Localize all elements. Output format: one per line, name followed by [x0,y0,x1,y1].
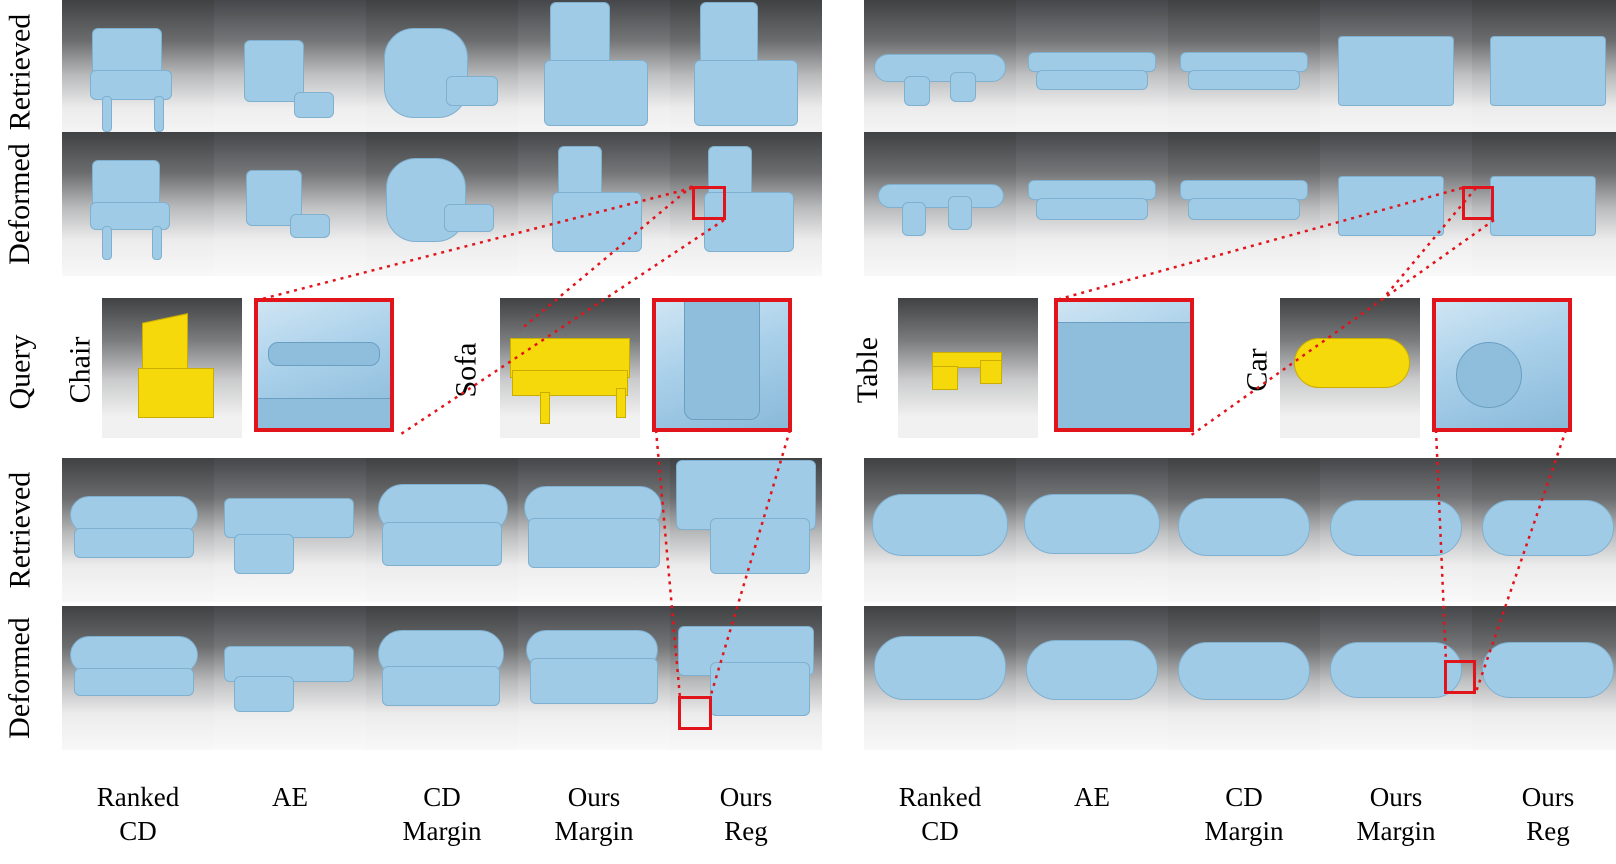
table-retrieved-ae [1016,0,1168,144]
chair-deformed-ae [214,132,366,276]
sofa-retrieved-ours-margin [518,458,670,602]
column-label-ours-reg-right: Ours Reg [1521,782,1575,846]
column-label-cd-margin: CD Margin [402,782,482,846]
car-retrieved-cd-margin [1168,458,1320,602]
sofa-retrieved-cd-margin [366,458,518,602]
zoom-chair-armrest [254,298,394,432]
query-car-image [1280,298,1420,438]
car-deformed-strip [864,606,1616,750]
column-label-ae-right: AE [1074,782,1110,812]
sofa-retrieved-ae [214,458,366,602]
chair-deformed-cd-margin [366,132,518,276]
sofa-zoom-marker [678,696,712,730]
row-label-query: Query [3,334,37,410]
car-retrieved-strip [864,458,1616,602]
sofa-deformed-ranked-cd [62,606,214,750]
car-retrieved-ours-margin [1320,458,1472,602]
query-name-table: Table [851,336,885,404]
table-retrieved-ours-margin [1320,0,1472,144]
query-name-chair: Chair [63,336,96,404]
query-sofa-image [500,298,640,438]
chair-retrieved-cd-margin [366,0,518,144]
column-label-ours-margin: Ours Margin [554,782,634,846]
row-label-retrieved-bottom: Retrieved [3,471,36,589]
column-label-ours-margin-right: Ours Margin [1356,782,1436,846]
table-deformed-cd-margin [1168,132,1320,276]
chair-deformed-ranked-cd [62,132,214,276]
sofa-retrieved-strip [62,458,822,602]
table-retrieved-ranked-cd [864,0,1016,144]
car-retrieved-ae [1016,458,1168,602]
query-table-image [898,298,1038,438]
query-name-sofa: Sofa [449,342,482,398]
chair-retrieved-strip [62,0,822,144]
column-label-ranked-cd-right: Ranked CD [898,782,982,846]
table-deformed-strip [864,132,1616,276]
table-retrieved-cd-margin [1168,0,1320,144]
zoom-table-corner [1054,298,1194,432]
zoom-car-wheel [1432,298,1572,432]
sofa-deformed-ours-margin [518,606,670,750]
column-label-ae: AE [272,782,308,812]
table-deformed-ranked-cd [864,132,1016,276]
car-deformed-cd-margin [1168,606,1320,750]
chair-retrieved-ae [214,0,366,144]
column-label-ours-reg: Ours Reg [719,782,773,846]
car-deformed-ranked-cd [864,606,1016,750]
car-retrieved-ranked-cd [864,458,1016,602]
query-name-car: Car [1241,348,1275,392]
sofa-retrieved-ours-reg [670,458,822,602]
table-zoom-marker [1462,186,1494,220]
query-chair-image [102,298,242,438]
row-label-deformed-bottom: Deformed [3,617,36,739]
table-deformed-ours-margin [1320,132,1472,276]
sofa-deformed-ae [214,606,366,750]
sofa-deformed-cd-margin [366,606,518,750]
chair-retrieved-ranked-cd [62,0,214,144]
table-deformed-ours-reg [1472,132,1616,276]
table-deformed-ae [1016,132,1168,276]
car-deformed-ours-reg [1472,606,1616,750]
row-label-deformed-top: Deformed [3,143,36,265]
column-label-ranked-cd: Ranked CD [96,782,180,846]
sofa-deformed-strip [62,606,822,750]
column-label-cd-margin-right: CD Margin [1204,782,1284,846]
car-retrieved-ours-reg [1472,458,1616,602]
chair-retrieved-ours-margin [518,0,670,144]
table-retrieved-ours-reg [1472,0,1616,144]
chair-retrieved-ours-reg [670,0,822,144]
zoom-sofa-leg [652,298,792,432]
car-deformed-ae [1016,606,1168,750]
car-zoom-marker [1444,660,1476,694]
sofa-retrieved-ranked-cd [62,458,214,602]
row-label-retrieved-top: Retrieved [3,13,36,131]
chair-deformed-ours-margin [518,132,670,276]
chair-zoom-marker [692,186,726,220]
table-retrieved-strip [864,0,1616,144]
